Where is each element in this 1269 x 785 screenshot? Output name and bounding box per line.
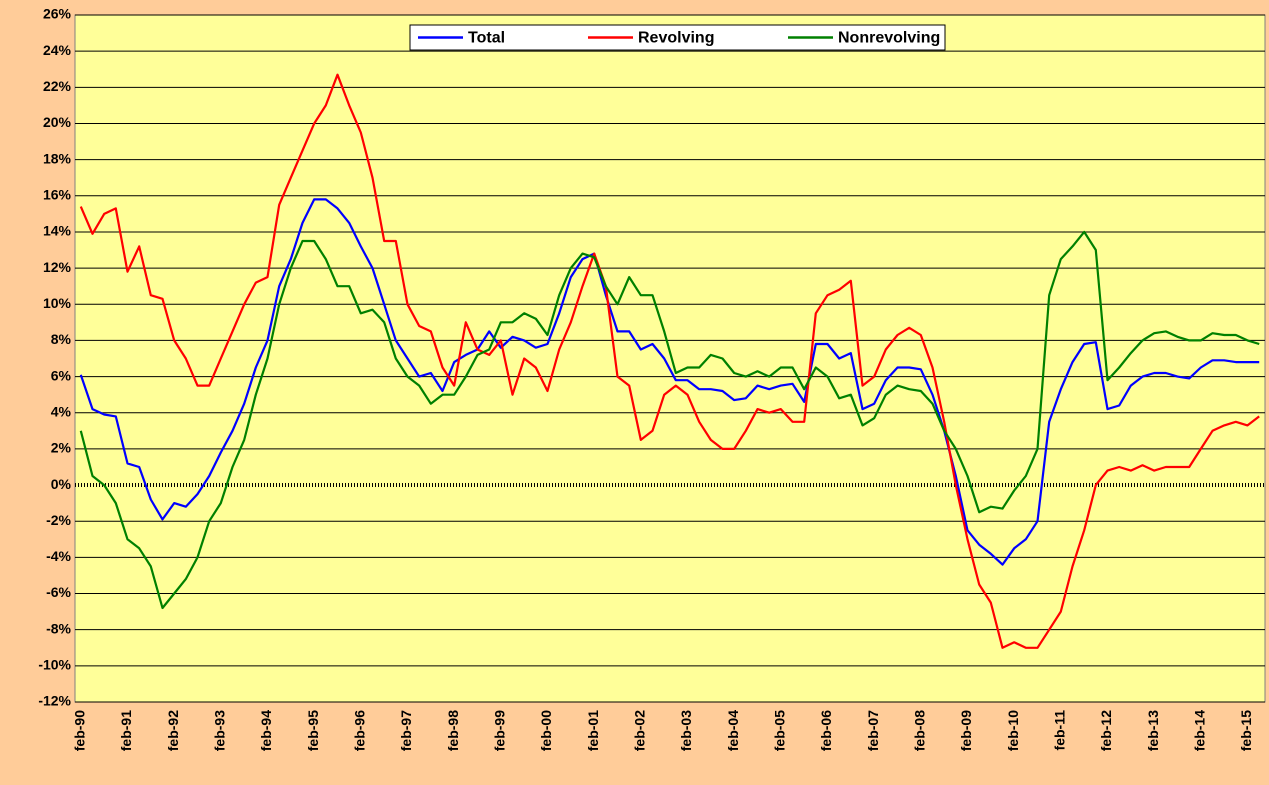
x-tick-label: feb-05 <box>772 710 788 751</box>
x-tick-label: feb-12 <box>1098 710 1114 751</box>
y-tick-label: 14% <box>43 223 72 239</box>
y-tick-label: 4% <box>51 403 72 419</box>
x-tick-label: feb-97 <box>398 710 414 751</box>
y-tick-label: -2% <box>46 512 71 528</box>
y-tick-label: 20% <box>43 114 72 130</box>
x-tick-label: feb-03 <box>678 710 694 751</box>
x-tick-label: feb-95 <box>305 710 321 751</box>
y-tick-label: 6% <box>51 367 72 383</box>
x-tick-label: feb-04 <box>725 710 741 751</box>
x-tick-label: feb-06 <box>818 710 834 751</box>
x-tick-label: feb-09 <box>958 710 974 751</box>
x-tick-label: feb-96 <box>352 710 368 751</box>
legend-label: Nonrevolving <box>838 30 940 47</box>
series-line <box>79 230 1260 610</box>
x-tick-label: feb-07 <box>865 710 881 751</box>
y-tick-label: -12% <box>38 693 71 709</box>
y-tick-label: 0% <box>51 476 72 492</box>
y-tick-label: 12% <box>43 259 72 275</box>
x-tick-label: feb-10 <box>1005 710 1021 751</box>
y-tick-label: -6% <box>46 584 71 600</box>
y-tick-label: -10% <box>38 657 71 673</box>
y-tick-label: -4% <box>46 548 71 564</box>
x-tick-label: feb-94 <box>258 710 274 751</box>
x-tick-label: feb-91 <box>118 710 134 751</box>
x-tick-label: feb-08 <box>912 710 928 751</box>
x-tick-label: feb-14 <box>1192 710 1208 751</box>
x-tick-label: feb-00 <box>538 710 554 751</box>
legend-label: Revolving <box>638 30 714 47</box>
x-tick-label: feb-01 <box>585 710 601 751</box>
series-line <box>79 198 1260 566</box>
y-tick-label: 24% <box>43 42 72 58</box>
x-tick-label: feb-92 <box>165 710 181 751</box>
x-tick-label: feb-15 <box>1238 710 1254 751</box>
y-tick-label: 8% <box>51 331 72 347</box>
y-tick-label: 18% <box>43 150 72 166</box>
y-tick-label: 22% <box>43 78 72 94</box>
y-tick-label: -8% <box>46 620 71 636</box>
y-tick-label: 16% <box>43 186 72 202</box>
y-tick-label: 26% <box>43 6 72 22</box>
y-tick-label: 2% <box>51 440 72 456</box>
x-tick-label: feb-90 <box>72 710 88 751</box>
x-tick-label: feb-11 <box>1052 710 1068 751</box>
x-tick-label: feb-98 <box>445 710 461 751</box>
y-tick-label: 10% <box>43 295 72 311</box>
series-line <box>79 73 1260 649</box>
x-tick-label: feb-02 <box>632 710 648 751</box>
legend-box <box>409 24 946 51</box>
plot-area <box>74 14 1266 703</box>
x-tick-label: feb-13 <box>1145 710 1161 751</box>
legend-label: Total <box>468 30 505 47</box>
x-tick-label: feb-93 <box>212 710 228 751</box>
x-tick-label: feb-99 <box>492 710 508 751</box>
